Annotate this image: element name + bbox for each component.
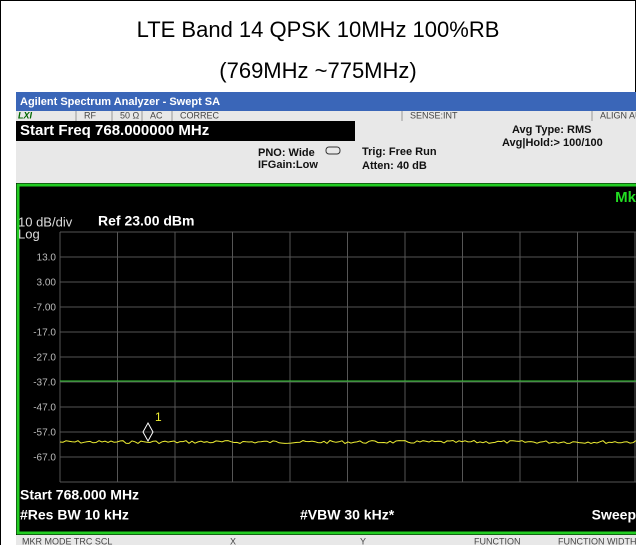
window-title: Agilent Spectrum Analyzer - Swept SA bbox=[20, 96, 220, 108]
title-bar bbox=[16, 92, 636, 111]
table-header-cell: X bbox=[230, 536, 236, 545]
table-header-cell: FUNCTION bbox=[474, 536, 521, 545]
status-item: RF bbox=[84, 110, 96, 120]
logo: LXI bbox=[18, 110, 33, 120]
y-label: 13.0 bbox=[37, 253, 57, 264]
y-label: -67.0 bbox=[33, 453, 56, 464]
trace bbox=[59, 439, 636, 445]
table-header-cell: MKR MODE TRC SCL bbox=[22, 536, 112, 545]
y-label: -7.00 bbox=[33, 303, 56, 314]
pno-icon bbox=[325, 146, 341, 155]
y-label: -27.0 bbox=[33, 353, 56, 364]
y-label: -57.0 bbox=[33, 428, 56, 439]
status-item: CORREC bbox=[180, 110, 220, 120]
table-header: MKR MODE TRC SCL X Y FUNCTION FUNCTION WIDTH bbox=[22, 536, 636, 545]
scale: 10 dB/div bbox=[18, 214, 73, 229]
sweep: Sweep bbox=[592, 507, 636, 523]
y-label: -37.0 bbox=[33, 378, 56, 389]
table-header-cell: Y bbox=[360, 536, 366, 545]
status-row: RF 50 Ω AC CORREC SENSE:INT ALIGN AUTO bbox=[75, 110, 636, 121]
start-freq: Start Freq 768.000000 MHz bbox=[20, 122, 209, 139]
start-freq-footer: Start 768.000 MHz bbox=[20, 487, 139, 503]
y-label: -17.0 bbox=[33, 328, 56, 339]
status-item: ALIGN AUTO bbox=[600, 110, 636, 120]
trig: Trig: Free Run bbox=[362, 146, 437, 158]
rbw: #Res BW 10 kHz bbox=[20, 507, 129, 523]
display-border bbox=[16, 183, 636, 535]
pno: PNO: Wide bbox=[258, 147, 315, 159]
marker-label: 1 bbox=[155, 410, 162, 424]
avg-hold: Avg|Hold:> 100/100 bbox=[502, 137, 603, 149]
status-item: 50 Ω bbox=[120, 110, 140, 120]
marker-table-header bbox=[16, 535, 636, 545]
table-header-cell: FUNCTION WIDTH bbox=[558, 536, 636, 545]
mk-label: Mk bbox=[615, 189, 636, 206]
vbw: #VBW 30 kHz* bbox=[300, 507, 395, 523]
caption-line: LTE Band 14 QPSK 10MHz 100%RB bbox=[137, 17, 500, 42]
ref-level: Ref 23.00 dBm bbox=[98, 213, 194, 229]
start-freq-bar bbox=[16, 121, 355, 141]
marker bbox=[142, 421, 154, 443]
grid: 13.0 3.00 -7.00 -17.0 -27.0 -37.0 -47.0 -57.0 -6… bbox=[33, 231, 636, 483]
atten: Atten: 40 dB bbox=[362, 160, 427, 172]
avg-type: Avg Type: RMS bbox=[512, 124, 591, 136]
y-label: -47.0 bbox=[33, 403, 56, 414]
status-item: SENSE:INT bbox=[410, 110, 458, 120]
caption-line: (769MHz ~775MHz) bbox=[219, 58, 416, 83]
y-label: 3.00 bbox=[37, 278, 57, 289]
ifgain: IFGain:Low bbox=[258, 159, 318, 171]
log-label: Log bbox=[18, 226, 40, 241]
display bbox=[16, 183, 636, 535]
status-item: AC bbox=[150, 110, 163, 120]
